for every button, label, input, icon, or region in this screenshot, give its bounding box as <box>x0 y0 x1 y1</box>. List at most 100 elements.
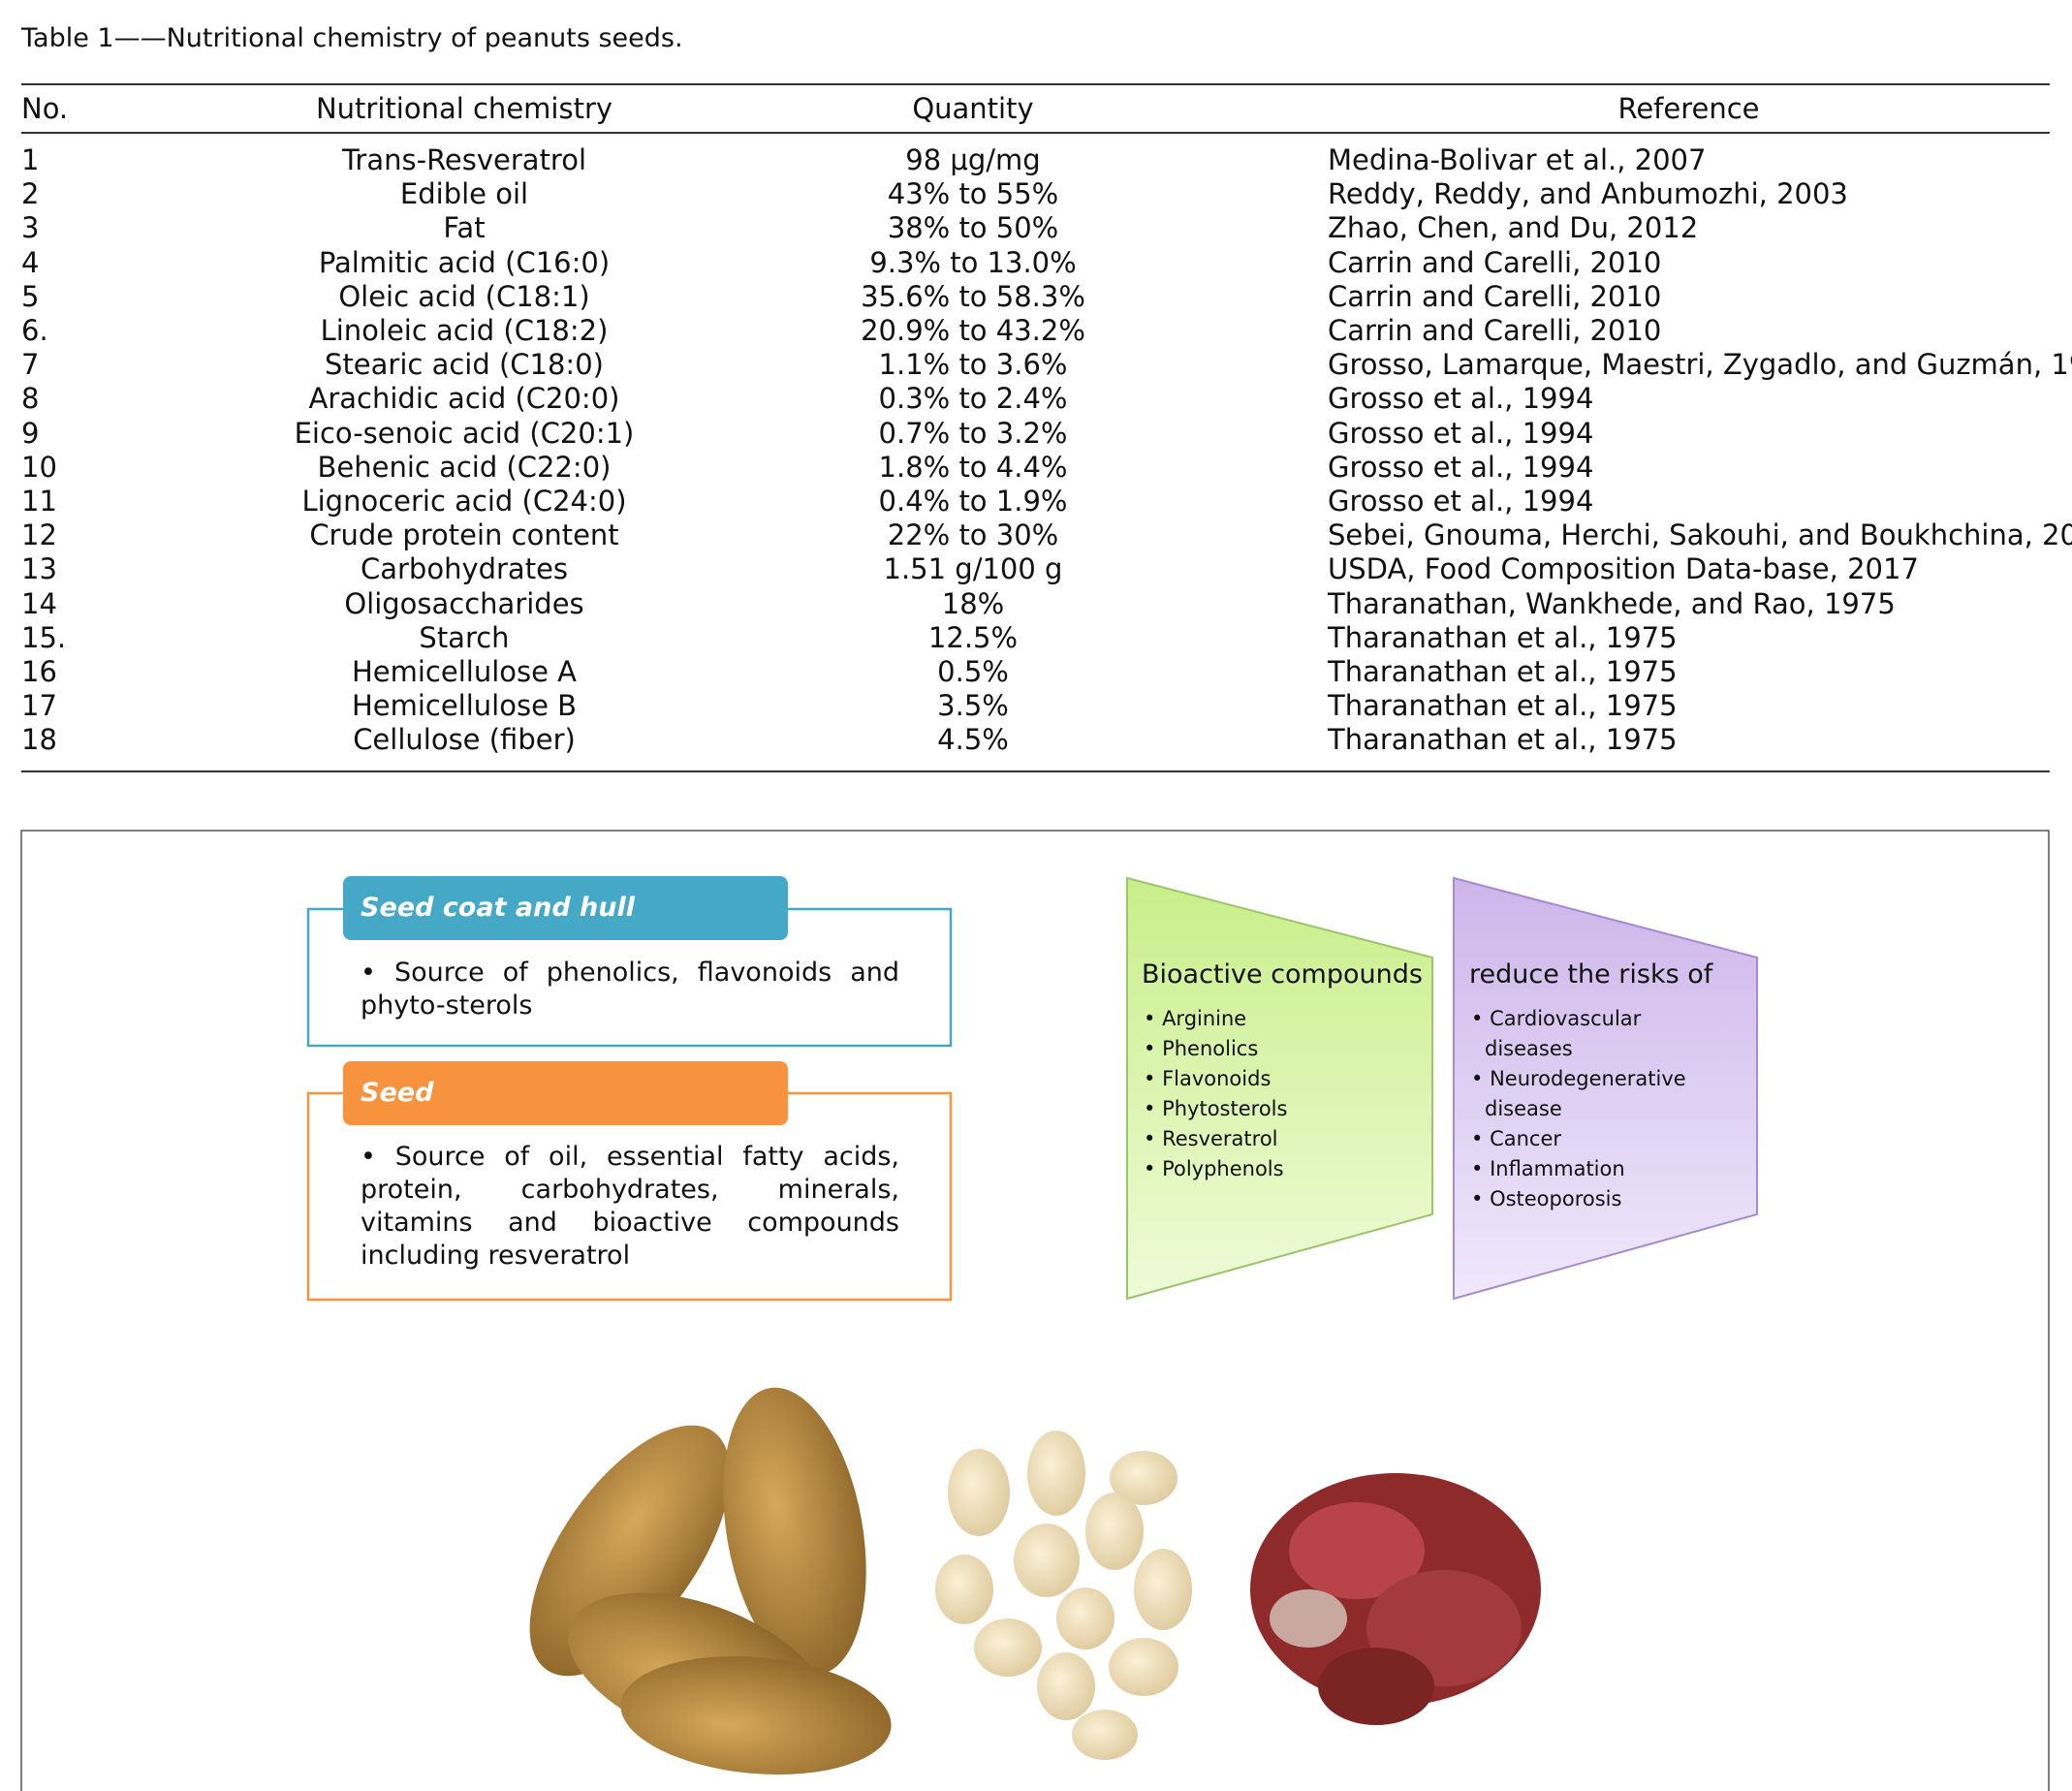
table-cell: 15. <box>21 620 67 654</box>
table-cell: Sebei, Gnouma, Herchi, Sakouhi, and Bouk… <box>1328 518 2072 552</box>
table-cell: Oligosaccharides <box>344 586 584 620</box>
table-cell: Grosso et al., 1994 <box>1328 450 1594 484</box>
table-cell: 2 <box>21 177 40 211</box>
panel-item: Inflammation <box>1471 1154 1694 1184</box>
bullet: • <box>361 1142 395 1172</box>
panel-item: Phytosterols <box>1144 1094 1415 1124</box>
table-caption: Table 1——Nutritional chemistry of peanut… <box>21 23 683 53</box>
table-cell: 0.3% to 2.4% <box>878 382 1068 416</box>
table-cell: 43% to 55% <box>887 177 1059 211</box>
header-cell: No. <box>21 92 69 125</box>
table-cell: Fat <box>443 211 486 245</box>
box-title: Seed coat and hull <box>343 876 788 940</box>
panel-item: Flavonoids <box>1144 1064 1415 1094</box>
table-cell: Carrin and Carelli, 2010 <box>1328 314 1662 347</box>
table-cell: Stearic acid (C18:0) <box>325 348 604 382</box>
peanut-skins <box>1250 1473 1541 1725</box>
rule <box>21 83 2050 85</box>
table-cell: Grosso et al., 1994 <box>1328 485 1594 518</box>
table-cell: 0.7% to 3.2% <box>878 416 1068 450</box>
table-cell: 22% to 30% <box>887 518 1059 552</box>
table-cell: 5 <box>21 279 40 313</box>
table-cell: 10 <box>21 450 57 484</box>
table-cell: 1 <box>21 143 40 176</box>
table-cell: Carbohydrates <box>360 552 569 586</box>
table-cell: Reddy, Reddy, and Anbumozhi, 2003 <box>1328 177 1848 211</box>
table-cell: Oleic acid (C18:1) <box>338 279 590 313</box>
table-cell: 11 <box>21 485 57 518</box>
panel-item: Osteoporosis <box>1471 1184 1694 1214</box>
table-cell: 18 <box>21 723 57 757</box>
bullet: • <box>361 958 394 988</box>
box-text: • Source of oil, essential fatty acids, … <box>361 1141 899 1273</box>
panel-item: Neurodegenerative disease <box>1471 1064 1694 1124</box>
table-cell: Tharanathan, Wankhede, and Rao, 1975 <box>1328 586 1896 620</box>
table-cell: Cellulose (fiber) <box>353 723 576 757</box>
table-cell: Grosso, Lamarque, Maestri, Zygadlo, and … <box>1328 348 2072 382</box>
table-cell: Tharanathan et al., 1975 <box>1328 723 1678 757</box>
table-cell: Linoleic acid (C18:2) <box>320 314 609 347</box>
table-cell: Behenic acid (C22:0) <box>317 450 612 484</box>
table-cell: 1.1% to 3.6% <box>878 348 1068 382</box>
table-cell: Zhao, Chen, and Du, 2012 <box>1328 211 1699 245</box>
header-cell: Nutritional chemistry <box>315 92 613 125</box>
table-cell: Grosso et al., 1994 <box>1328 382 1594 416</box>
table-cell: 3 <box>21 211 40 245</box>
peanut-kernels <box>935 1430 1192 1760</box>
panel-title: reduce the risks of <box>1469 959 1713 990</box>
table-cell: 0.4% to 1.9% <box>878 485 1068 518</box>
table-cell: 18% <box>941 586 1005 620</box>
panel-title: Bioactive compounds <box>1142 959 1423 990</box>
table-cell: 14 <box>21 586 57 620</box>
table-cell: 4.5% <box>937 723 1009 757</box>
table-cell: 4 <box>21 245 40 279</box>
table-cell: 7 <box>21 348 40 382</box>
table-cell: Palmitic acid (C16:0) <box>318 245 611 279</box>
box-title: Seed <box>343 1061 788 1125</box>
table-cell: Tharanathan et al., 1975 <box>1328 620 1678 654</box>
rule <box>21 132 2050 134</box>
panel-item: Arginine <box>1144 1004 1415 1034</box>
table-cell: 1.8% to 4.4% <box>878 450 1068 484</box>
panel-item: Polyphenols <box>1144 1154 1415 1184</box>
panel-list: Cardiovascular diseasesNeurodegenerative… <box>1471 1004 1694 1214</box>
box-text: Source of oil, essential fatty acids, pr… <box>361 1142 899 1271</box>
table-cell: 0.5% <box>937 655 1009 688</box>
panel-item: Cardiovascular diseases <box>1471 1004 1694 1064</box>
table-cell: Lignoceric acid (C24:0) <box>301 485 627 518</box>
table-cell: Starch <box>419 620 510 654</box>
table-cell: Tharanathan et al., 1975 <box>1328 689 1678 723</box>
table-cell: 12 <box>21 518 57 552</box>
table-cell: 35.6% to 58.3% <box>861 279 1085 313</box>
table-cell: 9.3% to 13.0% <box>869 245 1077 279</box>
peanut-shells <box>529 1387 892 1775</box>
table-cell: 98 μg/mg <box>905 143 1041 176</box>
table-cell: Grosso et al., 1994 <box>1328 416 1594 450</box>
box-text: Source of phenolics, flavonoids and phyt… <box>361 958 899 1021</box>
table-cell: Edible oil <box>399 177 529 211</box>
header-cell: Quantity <box>912 92 1034 125</box>
table-cell: 17 <box>21 689 57 723</box>
panel-list: ArgininePhenolicsFlavonoidsPhytosterolsR… <box>1144 1004 1415 1184</box>
box-text: • Source of phenolics, flavonoids and ph… <box>361 957 899 1022</box>
panel-item: Resveratrol <box>1144 1124 1415 1154</box>
table-cell: 1.51 g/100 g <box>883 552 1063 586</box>
table-cell: 3.5% <box>937 689 1009 723</box>
panel-item: Cancer <box>1471 1124 1694 1154</box>
table-cell: Crude protein content <box>309 518 619 552</box>
table-cell: 6. <box>21 314 48 347</box>
table-cell: Trans-Resveratrol <box>341 143 587 176</box>
table-cell: Hemicellulose B <box>351 689 578 723</box>
table-cell: USDA, Food Composition Data-base, 2017 <box>1328 552 1919 586</box>
table-cell: Arachidic acid (C20:0) <box>308 382 620 416</box>
table-cell: 9 <box>21 416 40 450</box>
figure-frame <box>20 830 2050 1791</box>
panel-item: Phenolics <box>1144 1034 1415 1064</box>
table-cell: Carrin and Carelli, 2010 <box>1328 245 1662 279</box>
table-cell: 13 <box>21 552 57 586</box>
table-cell: Hemicellulose A <box>351 655 578 688</box>
table-cell: 12.5% <box>927 620 1019 654</box>
table-cell: Eico-senoic acid (C20:1) <box>294 416 635 450</box>
